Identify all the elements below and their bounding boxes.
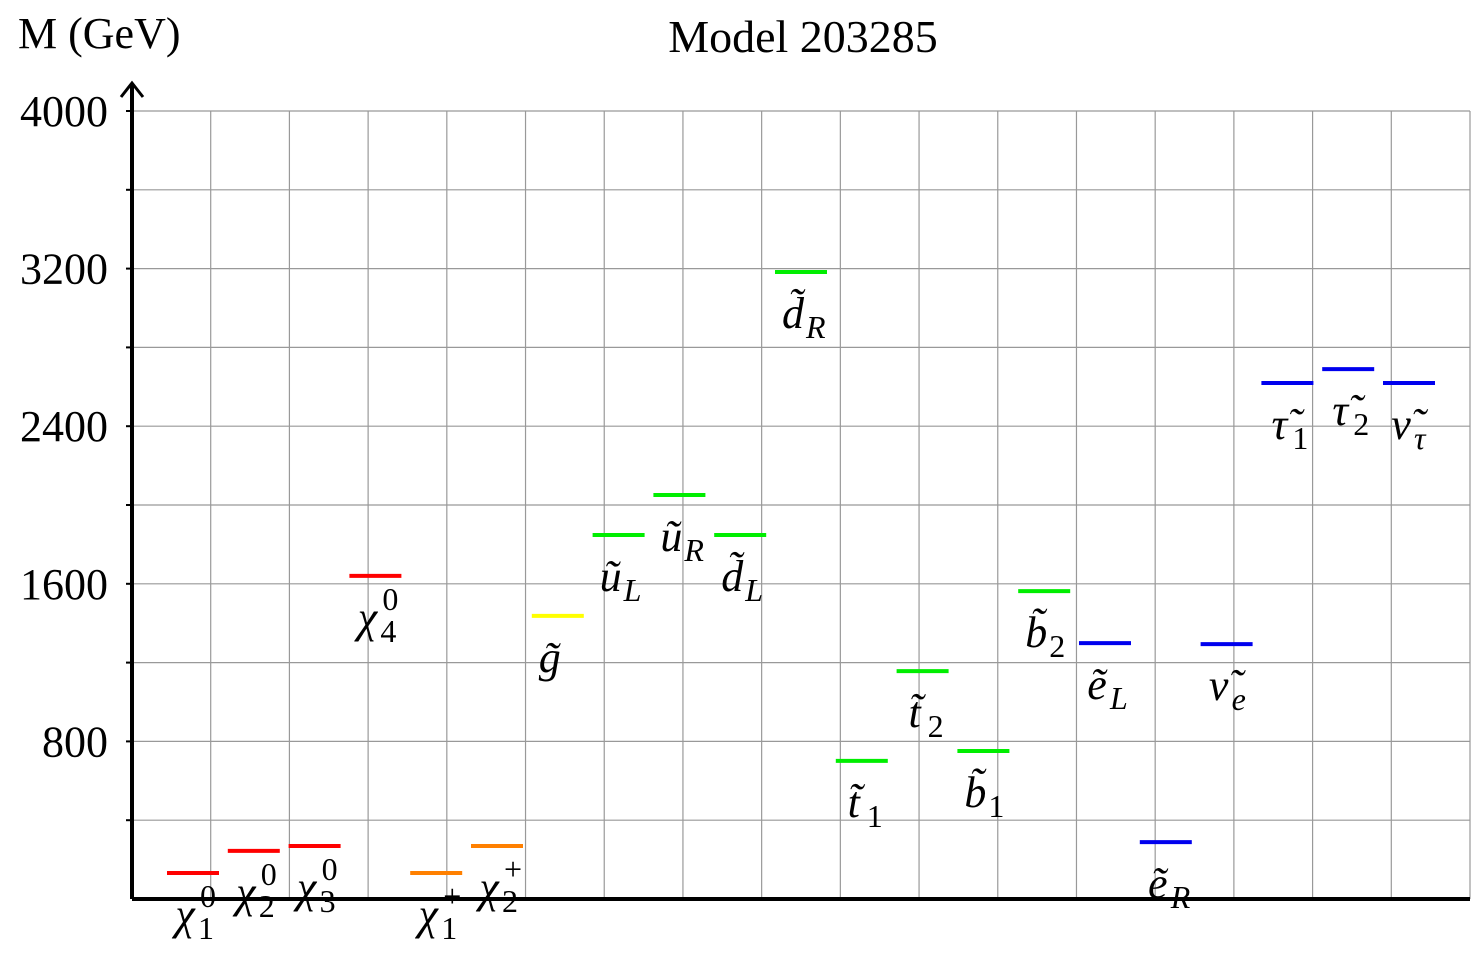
y-tick-label: 1600 xyxy=(20,560,108,609)
particle-superscript: 0 xyxy=(382,581,398,617)
particle-symbol: ẽ xyxy=(1148,859,1169,908)
particle-subscript: L xyxy=(744,572,763,608)
particle-superscript: + xyxy=(504,851,522,887)
y-axis-arrow xyxy=(119,80,145,98)
particle-subscript: 1 xyxy=(867,798,883,834)
particle-subscript: e xyxy=(1232,681,1246,717)
y-tick-label: 800 xyxy=(42,717,108,766)
particle-symbol: χ xyxy=(354,593,379,642)
y-tick-label: 3200 xyxy=(20,245,108,294)
particle-subscript: 2 xyxy=(1049,628,1065,664)
y-axis-label: M (GeV) xyxy=(18,9,181,58)
particle-symbol: χ xyxy=(293,863,318,912)
y-tick-label: 4000 xyxy=(20,87,108,136)
particle-symbol: g̃ xyxy=(539,633,562,682)
particle-symbol: b̃ xyxy=(1025,608,1048,657)
particle-subscript: 1 xyxy=(1292,420,1308,456)
particle-symbol: d̃ xyxy=(721,552,745,601)
particle-subscript: 4 xyxy=(380,613,396,649)
particle-symbol: ũ xyxy=(660,512,682,561)
y-tick-label: 2400 xyxy=(20,402,108,451)
particle-subscript: 2 xyxy=(928,708,944,744)
particle-superscript: 0 xyxy=(261,856,277,892)
particle-symbol: χ xyxy=(232,868,257,917)
particle-symbol: t̃ xyxy=(848,778,866,827)
particle-symbol: χ xyxy=(475,863,500,912)
particle-subscript: 2 xyxy=(259,888,275,924)
particle-subscript: 1 xyxy=(988,788,1004,824)
particle-superscript: 0 xyxy=(322,851,338,887)
particle-subscript: L xyxy=(1109,680,1128,716)
particle-symbol: d̃ xyxy=(782,289,806,338)
particle-symbol: ẽ xyxy=(1087,660,1108,709)
particle-superscript: 0 xyxy=(200,878,216,914)
particle-subscript: 1 xyxy=(441,910,457,946)
particle-symbol: ũ xyxy=(600,552,622,601)
particle-subscript: 2 xyxy=(1353,406,1369,442)
particle-symbol: b̃ xyxy=(964,768,987,817)
particle-superscript: + xyxy=(443,878,461,914)
particle-symbol: t̃ xyxy=(908,688,926,737)
particle-subscript: 2 xyxy=(502,883,518,919)
particle-subscript: R xyxy=(805,309,826,345)
particle-subscript: 1 xyxy=(198,910,214,946)
chart-title: Model 203285 xyxy=(668,11,938,62)
particle-subscript: 3 xyxy=(320,883,336,919)
particle-subscript: L xyxy=(623,572,642,608)
particle-subscript: τ xyxy=(1414,420,1427,456)
particle-subscript: R xyxy=(683,532,704,568)
